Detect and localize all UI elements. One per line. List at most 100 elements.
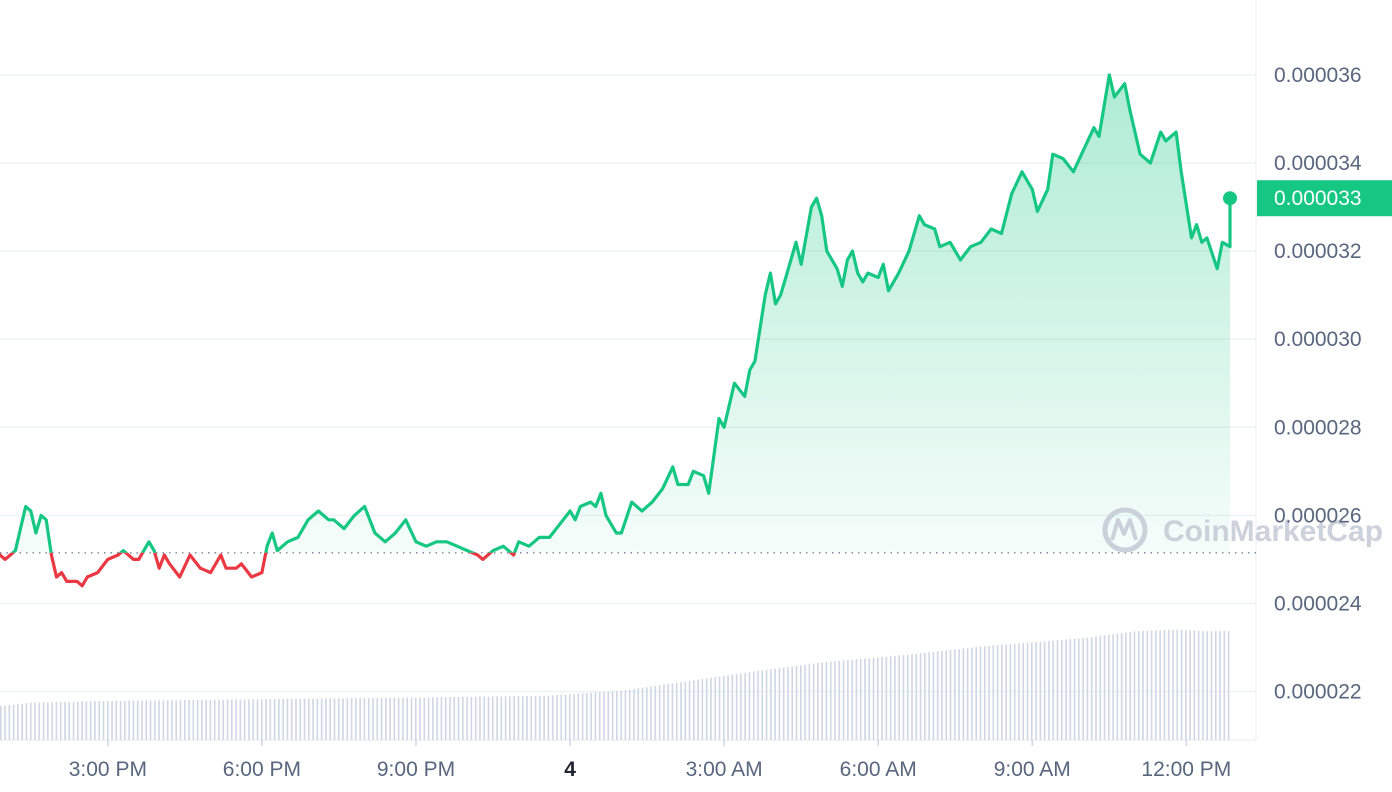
volume-bar [693, 680, 695, 740]
watermark: CoinMarketCap [1102, 507, 1383, 553]
volume-bar [239, 699, 242, 740]
volume-bar [290, 698, 293, 740]
coinmarketcap-logo-icon [1102, 507, 1148, 553]
current-price-marker[interactable] [1223, 191, 1237, 206]
volume-bar [12, 704, 15, 740]
volume-bar [680, 682, 682, 740]
volume-bar [1048, 640, 1050, 740]
volume-bar [688, 680, 691, 740]
volume-bar [714, 677, 717, 740]
volume-bar [564, 694, 567, 740]
volume-bar [791, 666, 794, 740]
volume-bar [611, 691, 614, 740]
volume-bar [329, 698, 332, 740]
price-line-down [0, 552, 517, 588]
volume-bar [376, 697, 379, 740]
volume-bar [958, 648, 960, 740]
volume-bar [1146, 630, 1149, 740]
volume-bar [42, 702, 45, 740]
volume-bar [111, 700, 113, 740]
x-tick-label: 6:00 AM [840, 758, 917, 781]
volume-bar [735, 674, 738, 740]
volume-bar [1125, 632, 1127, 740]
volume-bar [808, 664, 811, 740]
volume-bar [1090, 637, 1093, 740]
y-tick-label: 0.000026 [1274, 504, 1362, 527]
volume-bar [243, 699, 246, 740]
volume-bar [1185, 630, 1187, 740]
y-tick-label: 0.000028 [1274, 416, 1362, 439]
volume-bar [872, 657, 875, 740]
volume-bar [397, 697, 400, 740]
volume-bar [402, 697, 404, 740]
volume-bar [979, 646, 982, 740]
volume-bar [55, 702, 58, 740]
volume-bar [787, 667, 789, 740]
volume-bar [136, 700, 139, 740]
volume-bar [98, 701, 100, 740]
price-area [12, 74, 1230, 553]
volume-bar [864, 658, 866, 740]
volume-bar [226, 699, 229, 740]
volume-bar [209, 699, 212, 740]
volume-bar [1167, 629, 1170, 740]
volume-bar [410, 697, 413, 740]
volume-bar [248, 699, 250, 740]
volume-bar [273, 699, 276, 740]
volume-bar [663, 684, 665, 740]
volume-bar [419, 697, 421, 740]
volume-bar [966, 648, 969, 740]
volume-bar [462, 696, 464, 740]
volume-bar [675, 682, 678, 740]
volume-bar [256, 699, 259, 740]
volume-bar [295, 698, 297, 740]
volume-bar [1120, 633, 1123, 740]
volume-bar [47, 702, 49, 740]
volume-bar [530, 695, 533, 740]
volume-bar [915, 653, 918, 740]
volume-bar [1210, 631, 1213, 740]
volume-bar [658, 685, 661, 740]
volume-bar [1095, 636, 1097, 740]
volume-bar [547, 695, 550, 740]
volume-bar [671, 683, 674, 740]
volume-bar [333, 698, 336, 740]
volume-bar [586, 693, 588, 740]
volume-bar [838, 660, 841, 740]
volume-bar [1035, 642, 1037, 740]
volume-bar [744, 672, 746, 740]
volume-bar [145, 700, 148, 740]
x-tick-label: 6:00 PM [223, 758, 301, 781]
volume-bar [954, 649, 956, 740]
volume-bar [406, 697, 409, 740]
volume-bar [0, 706, 2, 740]
volume-bar [59, 701, 62, 740]
volume-bar [303, 698, 306, 740]
volume-bar [453, 697, 456, 740]
current-price-badge-bg [1257, 180, 1392, 217]
volume-bar [1073, 638, 1076, 740]
volume-bar [1078, 638, 1080, 740]
volume-bar [509, 696, 511, 740]
volume-bar [727, 675, 729, 740]
volume-bar [577, 693, 580, 740]
volume-bar [551, 695, 554, 740]
volume-bar [1214, 631, 1217, 740]
volume-bar [949, 649, 952, 740]
x-tick-label: 9:00 PM [377, 758, 455, 781]
volume-bar [393, 697, 396, 740]
volume-bar [633, 688, 635, 740]
volume-bar [898, 655, 900, 740]
volume-bar [17, 704, 19, 740]
y-tick-label: 0.000032 [1274, 240, 1362, 263]
volume-bar [286, 698, 289, 740]
volume-bar [175, 700, 177, 740]
volume-bar [171, 700, 173, 740]
volume-bar [765, 669, 768, 740]
volume-bar [235, 699, 237, 740]
y-tick-label: 0.000036 [1274, 64, 1362, 87]
volume-bar [799, 665, 802, 740]
volume-bar [444, 697, 447, 740]
